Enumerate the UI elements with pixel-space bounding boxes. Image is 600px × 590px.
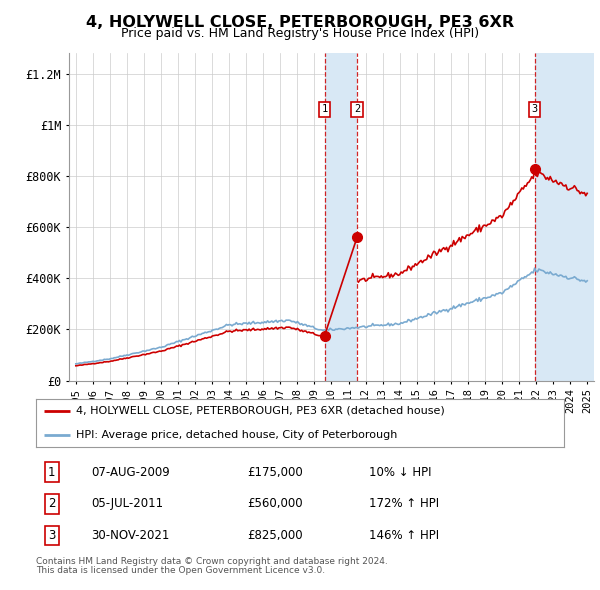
Text: £825,000: £825,000 (247, 529, 303, 542)
Text: 07-AUG-2009: 07-AUG-2009 (91, 466, 170, 478)
Text: 1: 1 (48, 466, 56, 478)
Text: 05-JUL-2011: 05-JUL-2011 (91, 497, 164, 510)
Text: Contains HM Land Registry data © Crown copyright and database right 2024.: Contains HM Land Registry data © Crown c… (36, 557, 388, 566)
Text: 172% ↑ HPI: 172% ↑ HPI (368, 497, 439, 510)
Text: 146% ↑ HPI: 146% ↑ HPI (368, 529, 439, 542)
Bar (325, 53, 357, 381)
Text: HPI: Average price, detached house, City of Peterborough: HPI: Average price, detached house, City… (76, 430, 397, 440)
Text: 1: 1 (322, 104, 328, 114)
Text: This data is licensed under the Open Government Licence v3.0.: This data is licensed under the Open Gov… (36, 566, 325, 575)
Text: 4, HOLYWELL CLOSE, PETERBOROUGH, PE3 6XR (detached house): 4, HOLYWELL CLOSE, PETERBOROUGH, PE3 6XR… (76, 406, 445, 416)
Text: 3: 3 (532, 104, 538, 114)
Text: Price paid vs. HM Land Registry's House Price Index (HPI): Price paid vs. HM Land Registry's House … (121, 27, 479, 40)
Text: 3: 3 (48, 529, 56, 542)
Bar (535, 53, 596, 381)
Text: 30-NOV-2021: 30-NOV-2021 (91, 529, 170, 542)
Text: 2: 2 (48, 497, 56, 510)
Text: £560,000: £560,000 (247, 497, 303, 510)
Text: 4, HOLYWELL CLOSE, PETERBOROUGH, PE3 6XR: 4, HOLYWELL CLOSE, PETERBOROUGH, PE3 6XR (86, 15, 514, 30)
Text: £175,000: £175,000 (247, 466, 303, 478)
Text: 10% ↓ HPI: 10% ↓ HPI (368, 466, 431, 478)
Text: 2: 2 (354, 104, 360, 114)
